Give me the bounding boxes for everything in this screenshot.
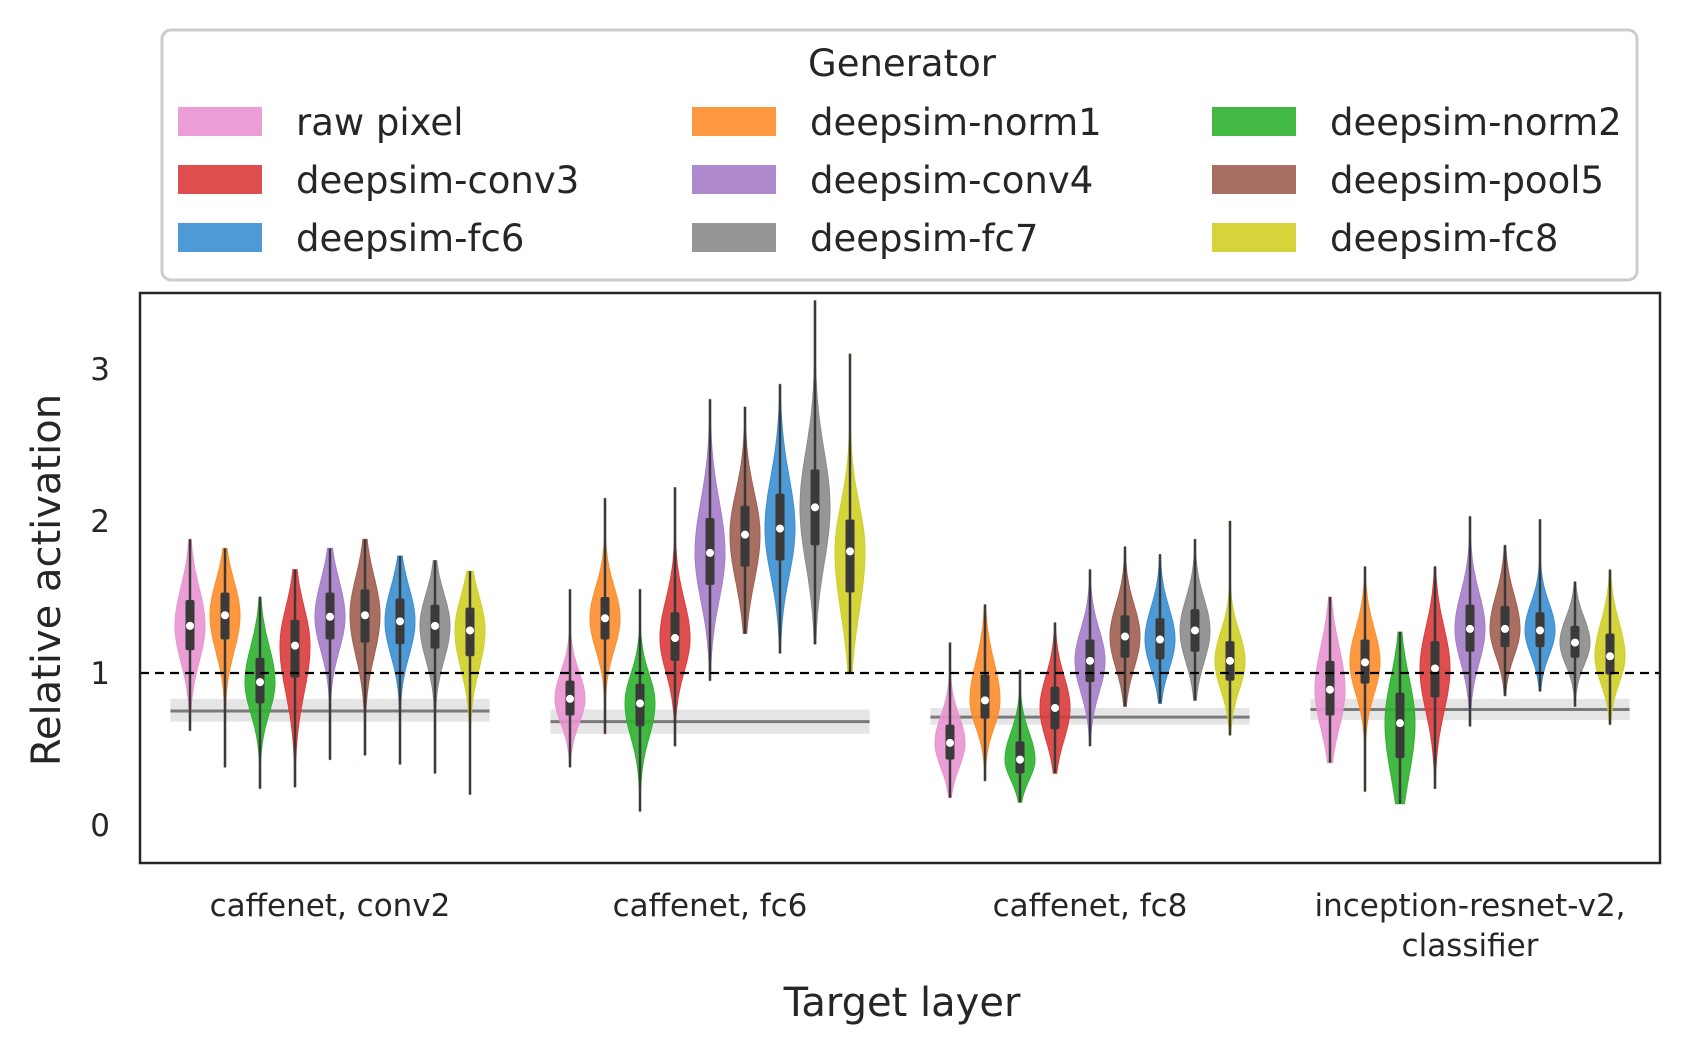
violin-median-point xyxy=(1191,626,1199,635)
y-tick-label: 0 xyxy=(90,808,110,844)
legend-item: deepsim-conv3 xyxy=(178,159,579,202)
legend-label: raw pixel xyxy=(296,101,463,144)
violin-median-point xyxy=(361,611,369,620)
violin-median-point xyxy=(291,641,299,650)
legend-label: deepsim-pool5 xyxy=(1330,159,1604,202)
legend-swatch xyxy=(692,165,776,194)
violin-median-point xyxy=(741,530,749,539)
legend-label: deepsim-norm2 xyxy=(1330,101,1622,144)
x-axis-label: Target layer xyxy=(783,980,1021,1026)
violin-median-point xyxy=(396,617,404,626)
legend-title: Generator xyxy=(808,42,997,85)
violin-median-point xyxy=(946,738,954,747)
legend-label: deepsim-norm1 xyxy=(810,101,1102,144)
legend-swatch xyxy=(692,107,776,136)
violin-median-point xyxy=(431,621,439,630)
violin-median-point xyxy=(1361,658,1369,667)
violin-median-point xyxy=(1466,624,1474,633)
violin-median-point xyxy=(846,547,854,556)
violin-median-point xyxy=(466,626,474,635)
legend-swatch xyxy=(1212,107,1296,136)
violin-median-point xyxy=(671,634,679,643)
legend-item: raw pixel xyxy=(178,101,463,144)
violin-median-point xyxy=(1016,755,1024,764)
violin-median-point xyxy=(186,621,194,630)
violin-median-point xyxy=(1156,635,1164,644)
y-tick-label: 1 xyxy=(90,656,110,692)
legend-item: deepsim-norm2 xyxy=(1212,101,1622,144)
violin-median-point xyxy=(706,548,714,557)
legend-frame xyxy=(160,28,1639,282)
violin-median-point xyxy=(636,699,644,708)
violin-median-point xyxy=(1431,664,1439,673)
violin-median-point xyxy=(1396,719,1404,728)
legend-label: deepsim-conv4 xyxy=(810,159,1093,202)
legend-label: deepsim-fc8 xyxy=(1330,217,1558,260)
x-tick-label: caffenet, conv2 xyxy=(210,888,451,924)
legend-item: deepsim-pool5 xyxy=(1212,159,1604,202)
legend-swatch xyxy=(1212,223,1296,252)
violin-median-point xyxy=(981,696,989,705)
violin-iqr-box xyxy=(845,519,855,593)
violin-median-point xyxy=(1051,703,1059,712)
violin-median-point xyxy=(776,524,784,533)
violin-median-point xyxy=(1571,638,1579,647)
violin-median-point xyxy=(326,612,334,621)
violin-median-point xyxy=(1501,624,1509,633)
axes: Relative activation Target layer 0 1 2 3 caf… xyxy=(24,291,1662,1026)
legend-item: deepsim-fc6 xyxy=(178,217,524,260)
legend: Generator raw pixel deepsim-norm1 deepsim-… xyxy=(160,28,1639,282)
plot-area xyxy=(140,300,1660,812)
violin-median-point xyxy=(1536,626,1544,635)
violin-median-point xyxy=(256,678,264,687)
legend-swatch xyxy=(178,223,262,252)
legend-label: deepsim-fc7 xyxy=(810,217,1038,260)
legend-label: deepsim-conv3 xyxy=(296,159,579,202)
plot-frame xyxy=(138,291,1662,865)
violin-median-point xyxy=(1326,685,1334,694)
violin-median-point xyxy=(1226,656,1234,665)
violin-median-point xyxy=(811,503,819,512)
legend-item: deepsim-fc8 xyxy=(1212,217,1558,260)
y-tick-label: 3 xyxy=(90,352,110,388)
legend-item: deepsim-conv4 xyxy=(692,159,1093,202)
violin-median-point xyxy=(1086,656,1094,665)
legend-swatch xyxy=(1212,165,1296,194)
violin-median-point xyxy=(601,614,609,623)
violin-median-point xyxy=(566,694,574,703)
legend-item: deepsim-norm1 xyxy=(692,101,1102,144)
x-tick-label: caffenet, fc8 xyxy=(993,888,1188,924)
x-tick-label: classifier xyxy=(1402,928,1539,964)
y-tick-label: 2 xyxy=(90,504,110,540)
x-tick-label: inception-resnet-v2, xyxy=(1314,888,1625,924)
violin-median-point xyxy=(1121,632,1129,641)
legend-item: deepsim-fc7 xyxy=(692,217,1038,260)
y-axis-label: Relative activation xyxy=(24,394,70,766)
x-tick-label: caffenet, fc6 xyxy=(613,888,808,924)
legend-swatch xyxy=(178,165,262,194)
legend-swatch xyxy=(178,107,262,136)
legend-swatch xyxy=(692,223,776,252)
violin-median-point xyxy=(221,611,229,620)
legend-label: deepsim-fc6 xyxy=(296,217,524,260)
violin-median-point xyxy=(1606,652,1614,661)
